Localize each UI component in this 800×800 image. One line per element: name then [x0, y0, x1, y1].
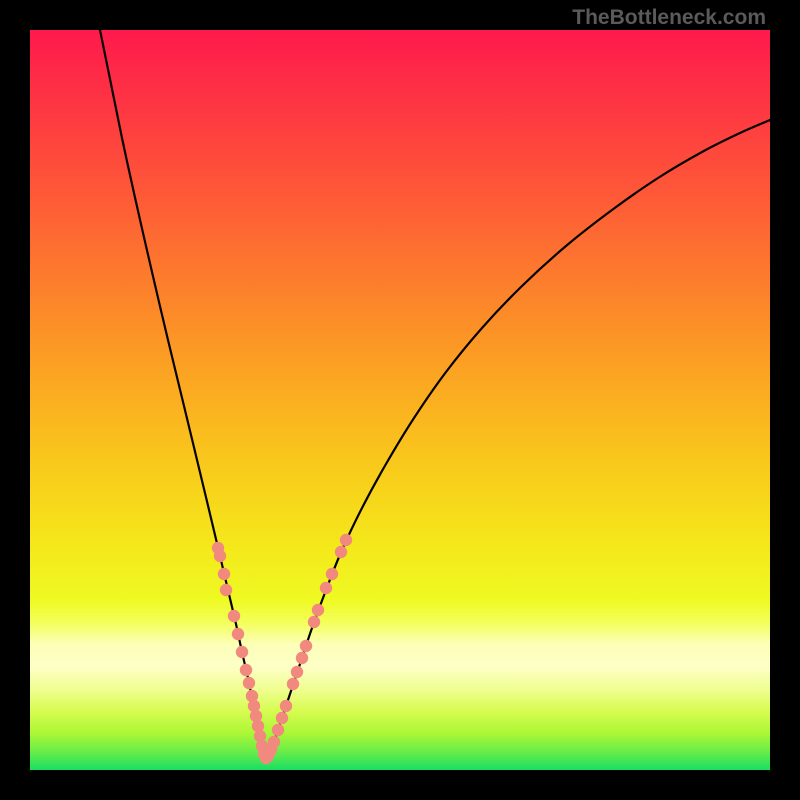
curve-right-branch	[266, 120, 770, 758]
data-point	[240, 664, 252, 676]
data-point	[335, 546, 347, 558]
data-point	[320, 582, 332, 594]
data-point	[280, 700, 292, 712]
data-point	[228, 610, 240, 622]
data-points	[212, 534, 352, 764]
data-point	[272, 724, 284, 736]
data-point	[326, 568, 338, 580]
data-point	[312, 604, 324, 616]
data-point	[291, 666, 303, 678]
data-point	[300, 640, 312, 652]
data-point	[236, 646, 248, 658]
data-point	[243, 677, 255, 689]
watermark-text: TheBottleneck.com	[572, 6, 766, 30]
data-point	[276, 712, 288, 724]
bottleneck-curve	[30, 30, 770, 770]
data-point	[232, 628, 244, 640]
data-point	[287, 678, 299, 690]
plot-area	[30, 30, 770, 770]
data-point	[214, 550, 226, 562]
data-point	[308, 616, 320, 628]
data-point	[296, 652, 308, 664]
chart-frame: TheBottleneck.com	[0, 0, 800, 800]
data-point	[268, 736, 280, 748]
data-point	[218, 568, 230, 580]
data-point	[220, 584, 232, 596]
data-point	[340, 534, 352, 546]
